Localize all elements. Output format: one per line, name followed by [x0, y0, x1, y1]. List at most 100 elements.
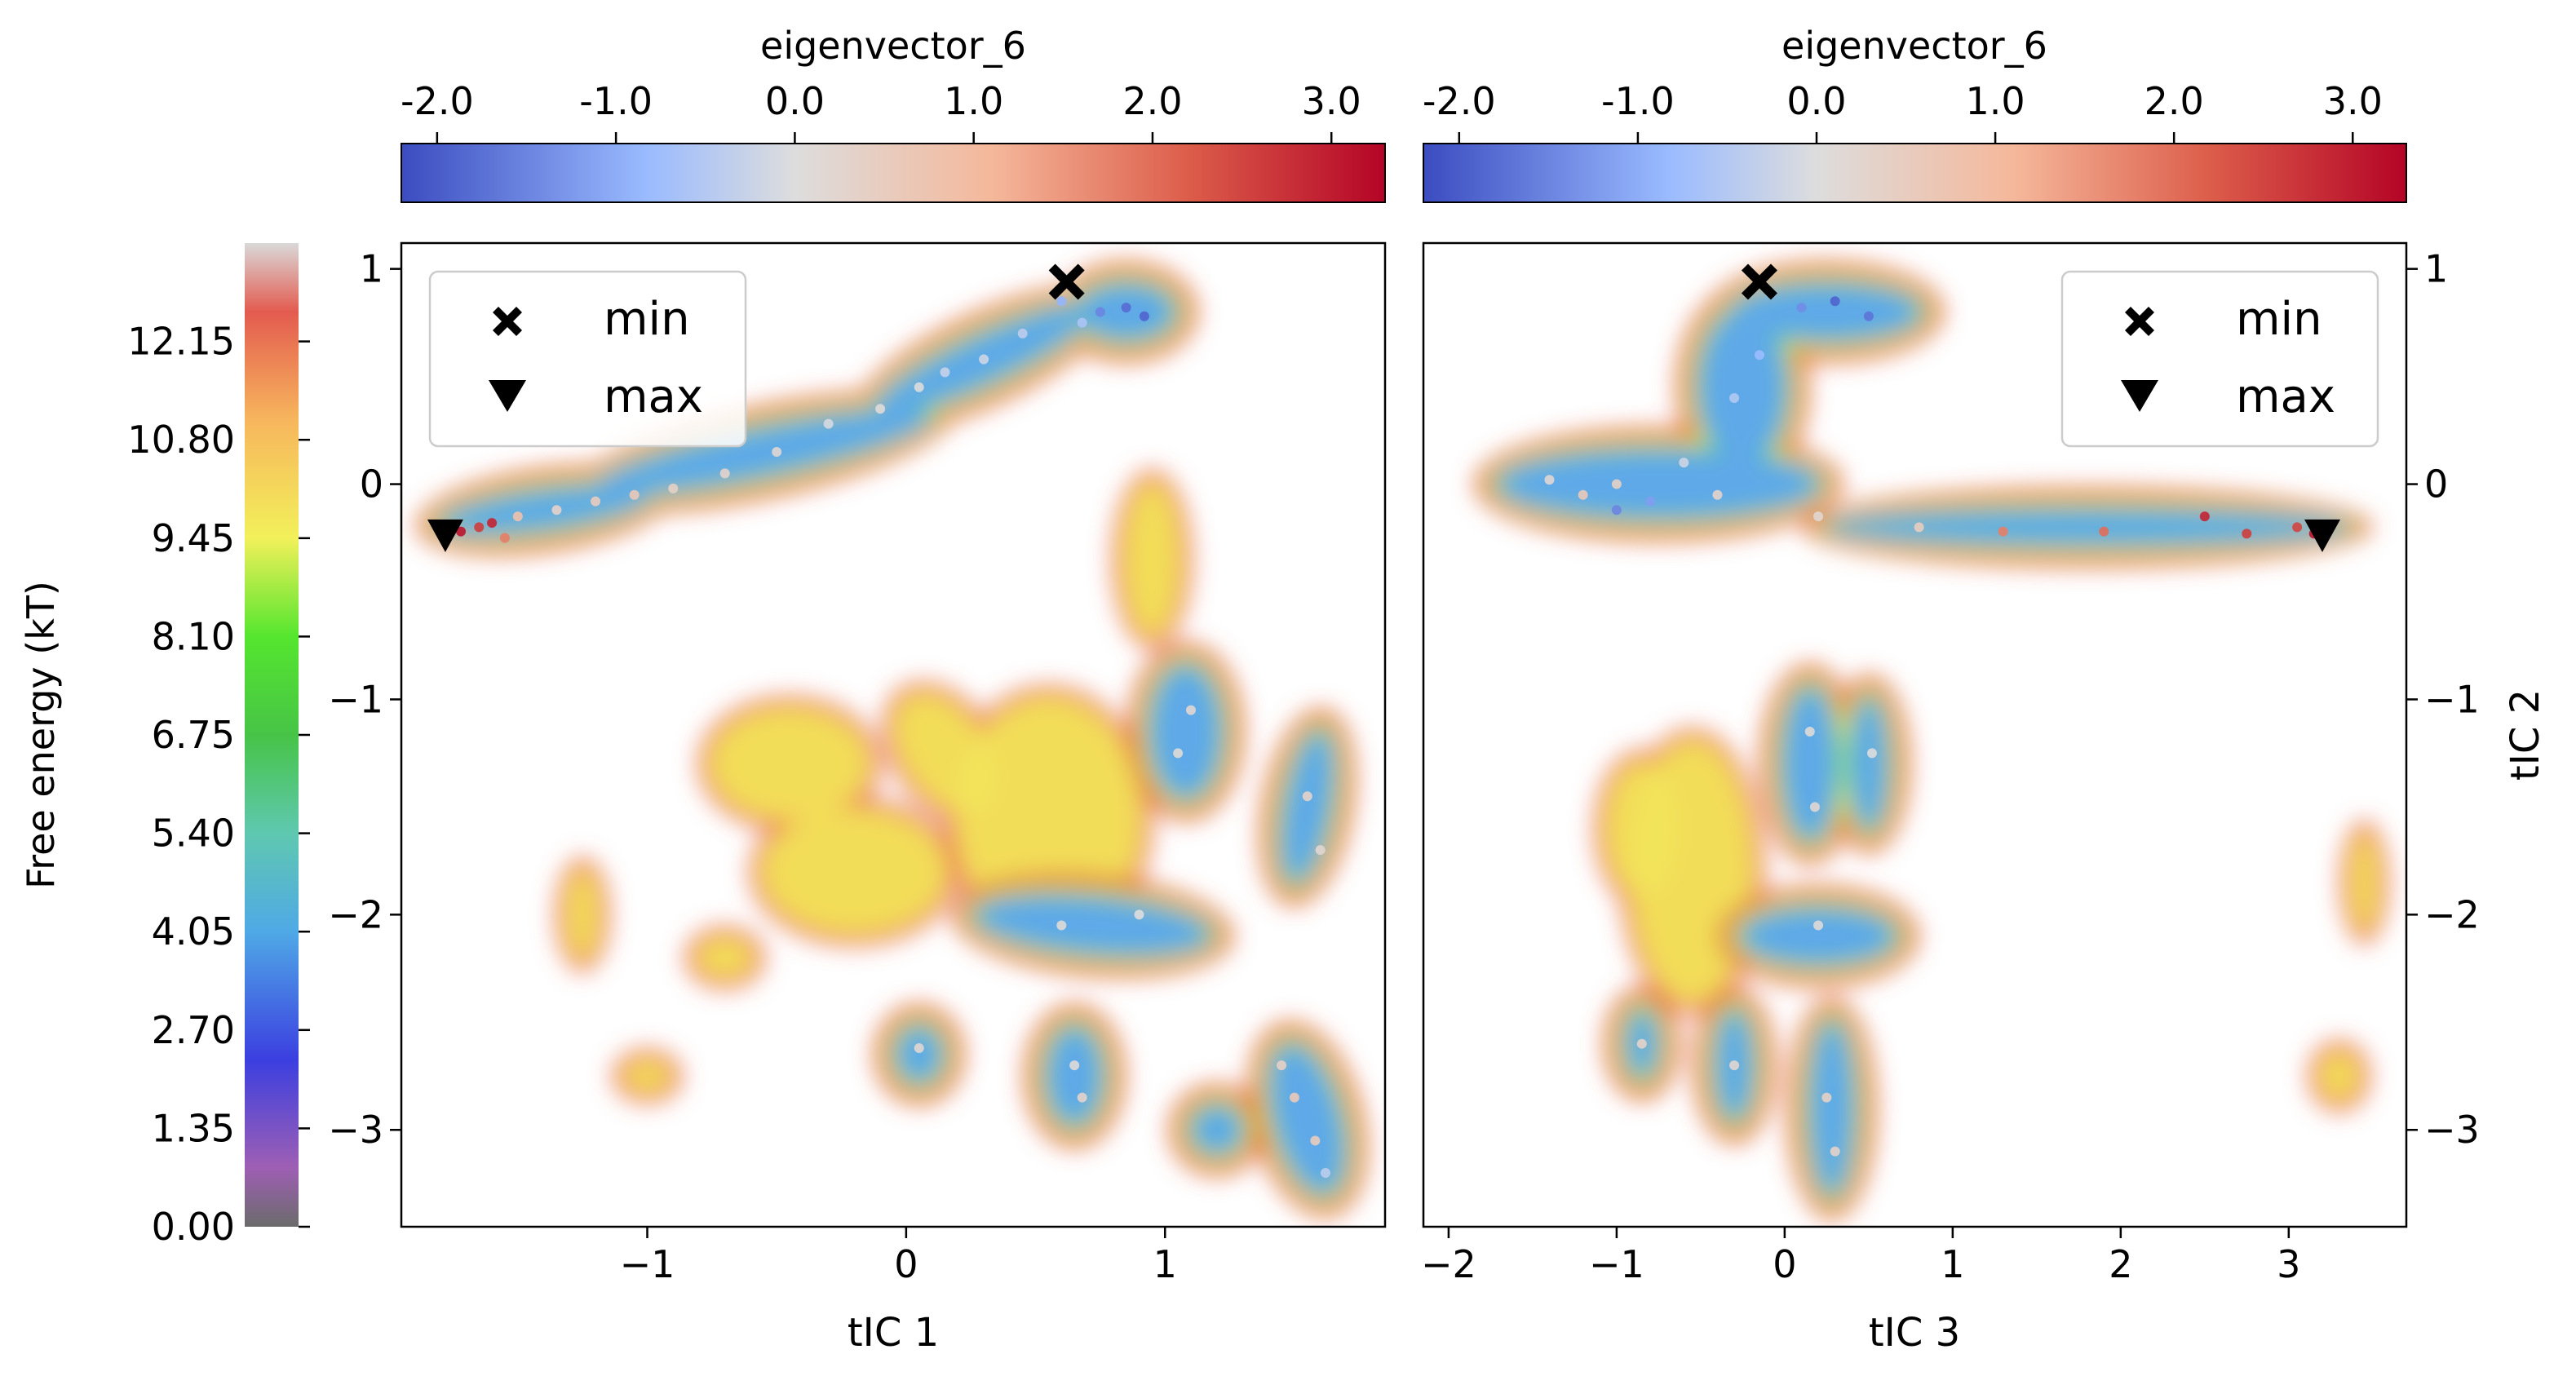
eigenvector-colorbar-right: eigenvector_6 -2.0 -1.0 0.0 1.0 2.0 3.0 [1423, 24, 2407, 203]
free-energy-colorbar-bar [245, 243, 299, 1227]
energy-basin [1852, 699, 1886, 829]
scatter-point [1830, 1146, 1840, 1157]
legend-max-icon [2121, 380, 2158, 412]
fringe-region [2321, 1052, 2358, 1099]
panel-left: −1 0 1 1 0 −1 −2 −3 tIC 1 min max [328, 241, 1387, 1356]
scatter-point [1069, 1060, 1080, 1071]
scatter-point [1796, 303, 1807, 313]
energy-basin [1784, 688, 1835, 839]
free-energy-landscape-right [1474, 261, 2389, 1219]
x-axis-label-left: tIC 1 [848, 1310, 939, 1356]
scatter-point [1289, 1092, 1299, 1103]
fe-tick-label: 8.10 [152, 614, 235, 658]
scatter-point [1679, 458, 1689, 468]
y-tick-label: 0 [2424, 462, 2448, 507]
scatter-point [629, 489, 640, 500]
energy-surface-left [416, 261, 1367, 1217]
energy-basin [976, 897, 1209, 953]
legend-min-icon [2125, 307, 2154, 336]
y-tick-label: −2 [2424, 892, 2480, 936]
energy-basin [1826, 511, 2348, 542]
fringe-region [625, 1061, 670, 1091]
colorbar-bar-left [401, 143, 1386, 203]
fringe-region [1606, 762, 1677, 895]
x-axis-label-right: tIC 3 [1869, 1310, 1960, 1356]
y-axis-label-right: tIC 2 [2503, 689, 2548, 781]
colorbar-tick-label: 3.0 [2323, 79, 2383, 123]
scatter-point [487, 518, 498, 529]
scatter-point [1139, 311, 1149, 321]
x-tick-label: 1 [1941, 1242, 1964, 1286]
scatter-point [1866, 748, 1877, 759]
fe-tick-label: 4.05 [152, 909, 235, 953]
scatter-point [1173, 748, 1184, 759]
energy-basin [1283, 732, 1332, 882]
min-marker [1741, 263, 1777, 300]
x-tick-label: 1 [1153, 1242, 1177, 1286]
fe-tick-label: 10.80 [127, 418, 235, 462]
scatter-point [1310, 1135, 1321, 1146]
scatter-point [499, 533, 510, 543]
energy-basin [1700, 312, 1785, 463]
scatter-point [1017, 328, 1028, 338]
fringe-region [710, 708, 870, 820]
legend-min-label: min [604, 293, 690, 346]
scatter-point [1914, 522, 1924, 533]
colorbar-tick-label: 0.0 [1786, 79, 1846, 123]
colorbar-tick-label: 1.0 [944, 79, 1003, 123]
y-tick-label: −3 [328, 1108, 383, 1152]
energy-basin [1271, 1046, 1343, 1192]
plot-frame-right [1422, 241, 2408, 1228]
scatter-point [1809, 802, 1820, 812]
scatter-point [2242, 529, 2252, 539]
max-marker [427, 519, 463, 552]
scatter-point [1056, 296, 1067, 307]
panel-right: −2 −1 0 1 2 3 1 0 −1 −2 −3 tIC 3 tIC 2 min max [1421, 241, 2548, 1356]
scatter-point [591, 496, 601, 507]
free-energy-colorbar-label: Free energy (kT) [19, 581, 63, 889]
fringe-region [894, 694, 996, 812]
scatter-point [940, 367, 950, 378]
energy-surface-right [1474, 261, 2389, 1219]
energy-basin [1742, 910, 1894, 962]
scatter-point [1754, 350, 1764, 361]
colorbar-label-left: eigenvector_6 [760, 24, 1026, 68]
y-tick-label: 1 [2424, 247, 2448, 291]
fe-tick-label: 6.75 [152, 713, 235, 757]
scatter-point [1611, 479, 1622, 489]
x-tick-label: 0 [1773, 1242, 1796, 1286]
scatter-point [1645, 496, 1656, 507]
scatter-point [512, 511, 523, 522]
energy-basin [1048, 1029, 1100, 1124]
colorbar-tick-label: 3.0 [1302, 79, 1361, 123]
legend-min-label: min [2236, 293, 2322, 346]
legend-min-icon [493, 307, 522, 336]
colorbar-tick-label: -1.0 [1601, 79, 1675, 123]
energy-basin [1193, 1108, 1241, 1152]
y-tick-label: −3 [2424, 1108, 2480, 1152]
scatter-point [1830, 296, 1840, 307]
energy-basin [1498, 451, 1819, 517]
scatter-point [719, 468, 730, 479]
fringe-region [697, 939, 753, 977]
scatter-points-right [1544, 296, 2319, 1157]
y-tick-label: −2 [328, 892, 383, 936]
axes-left: −1 0 1 1 0 −1 −2 −3 [328, 247, 1177, 1286]
scatter-point [914, 1042, 924, 1053]
free-energy-colorbar-ticks: 0.00 1.35 2.70 4.05 5.40 6.75 8.10 9.45 10.80 12.… [127, 320, 310, 1249]
energy-basin [1734, 285, 1919, 338]
legend-max-label: max [2236, 370, 2335, 423]
fringe-region [568, 869, 598, 960]
scatter-point [979, 354, 989, 365]
scatter-point [551, 505, 562, 515]
scatter-point [1185, 705, 1196, 715]
fe-tick-label: 12.15 [127, 320, 235, 364]
colorbar-tick-label: 2.0 [1122, 79, 1182, 123]
scatter-point [2099, 526, 2109, 537]
fringe-region [2352, 833, 2376, 931]
x-tick-label: −1 [620, 1242, 675, 1286]
colorbar-bar-right [1423, 143, 2407, 203]
fe-tick-label: 2.70 [152, 1008, 235, 1052]
max-marker [2304, 519, 2341, 552]
